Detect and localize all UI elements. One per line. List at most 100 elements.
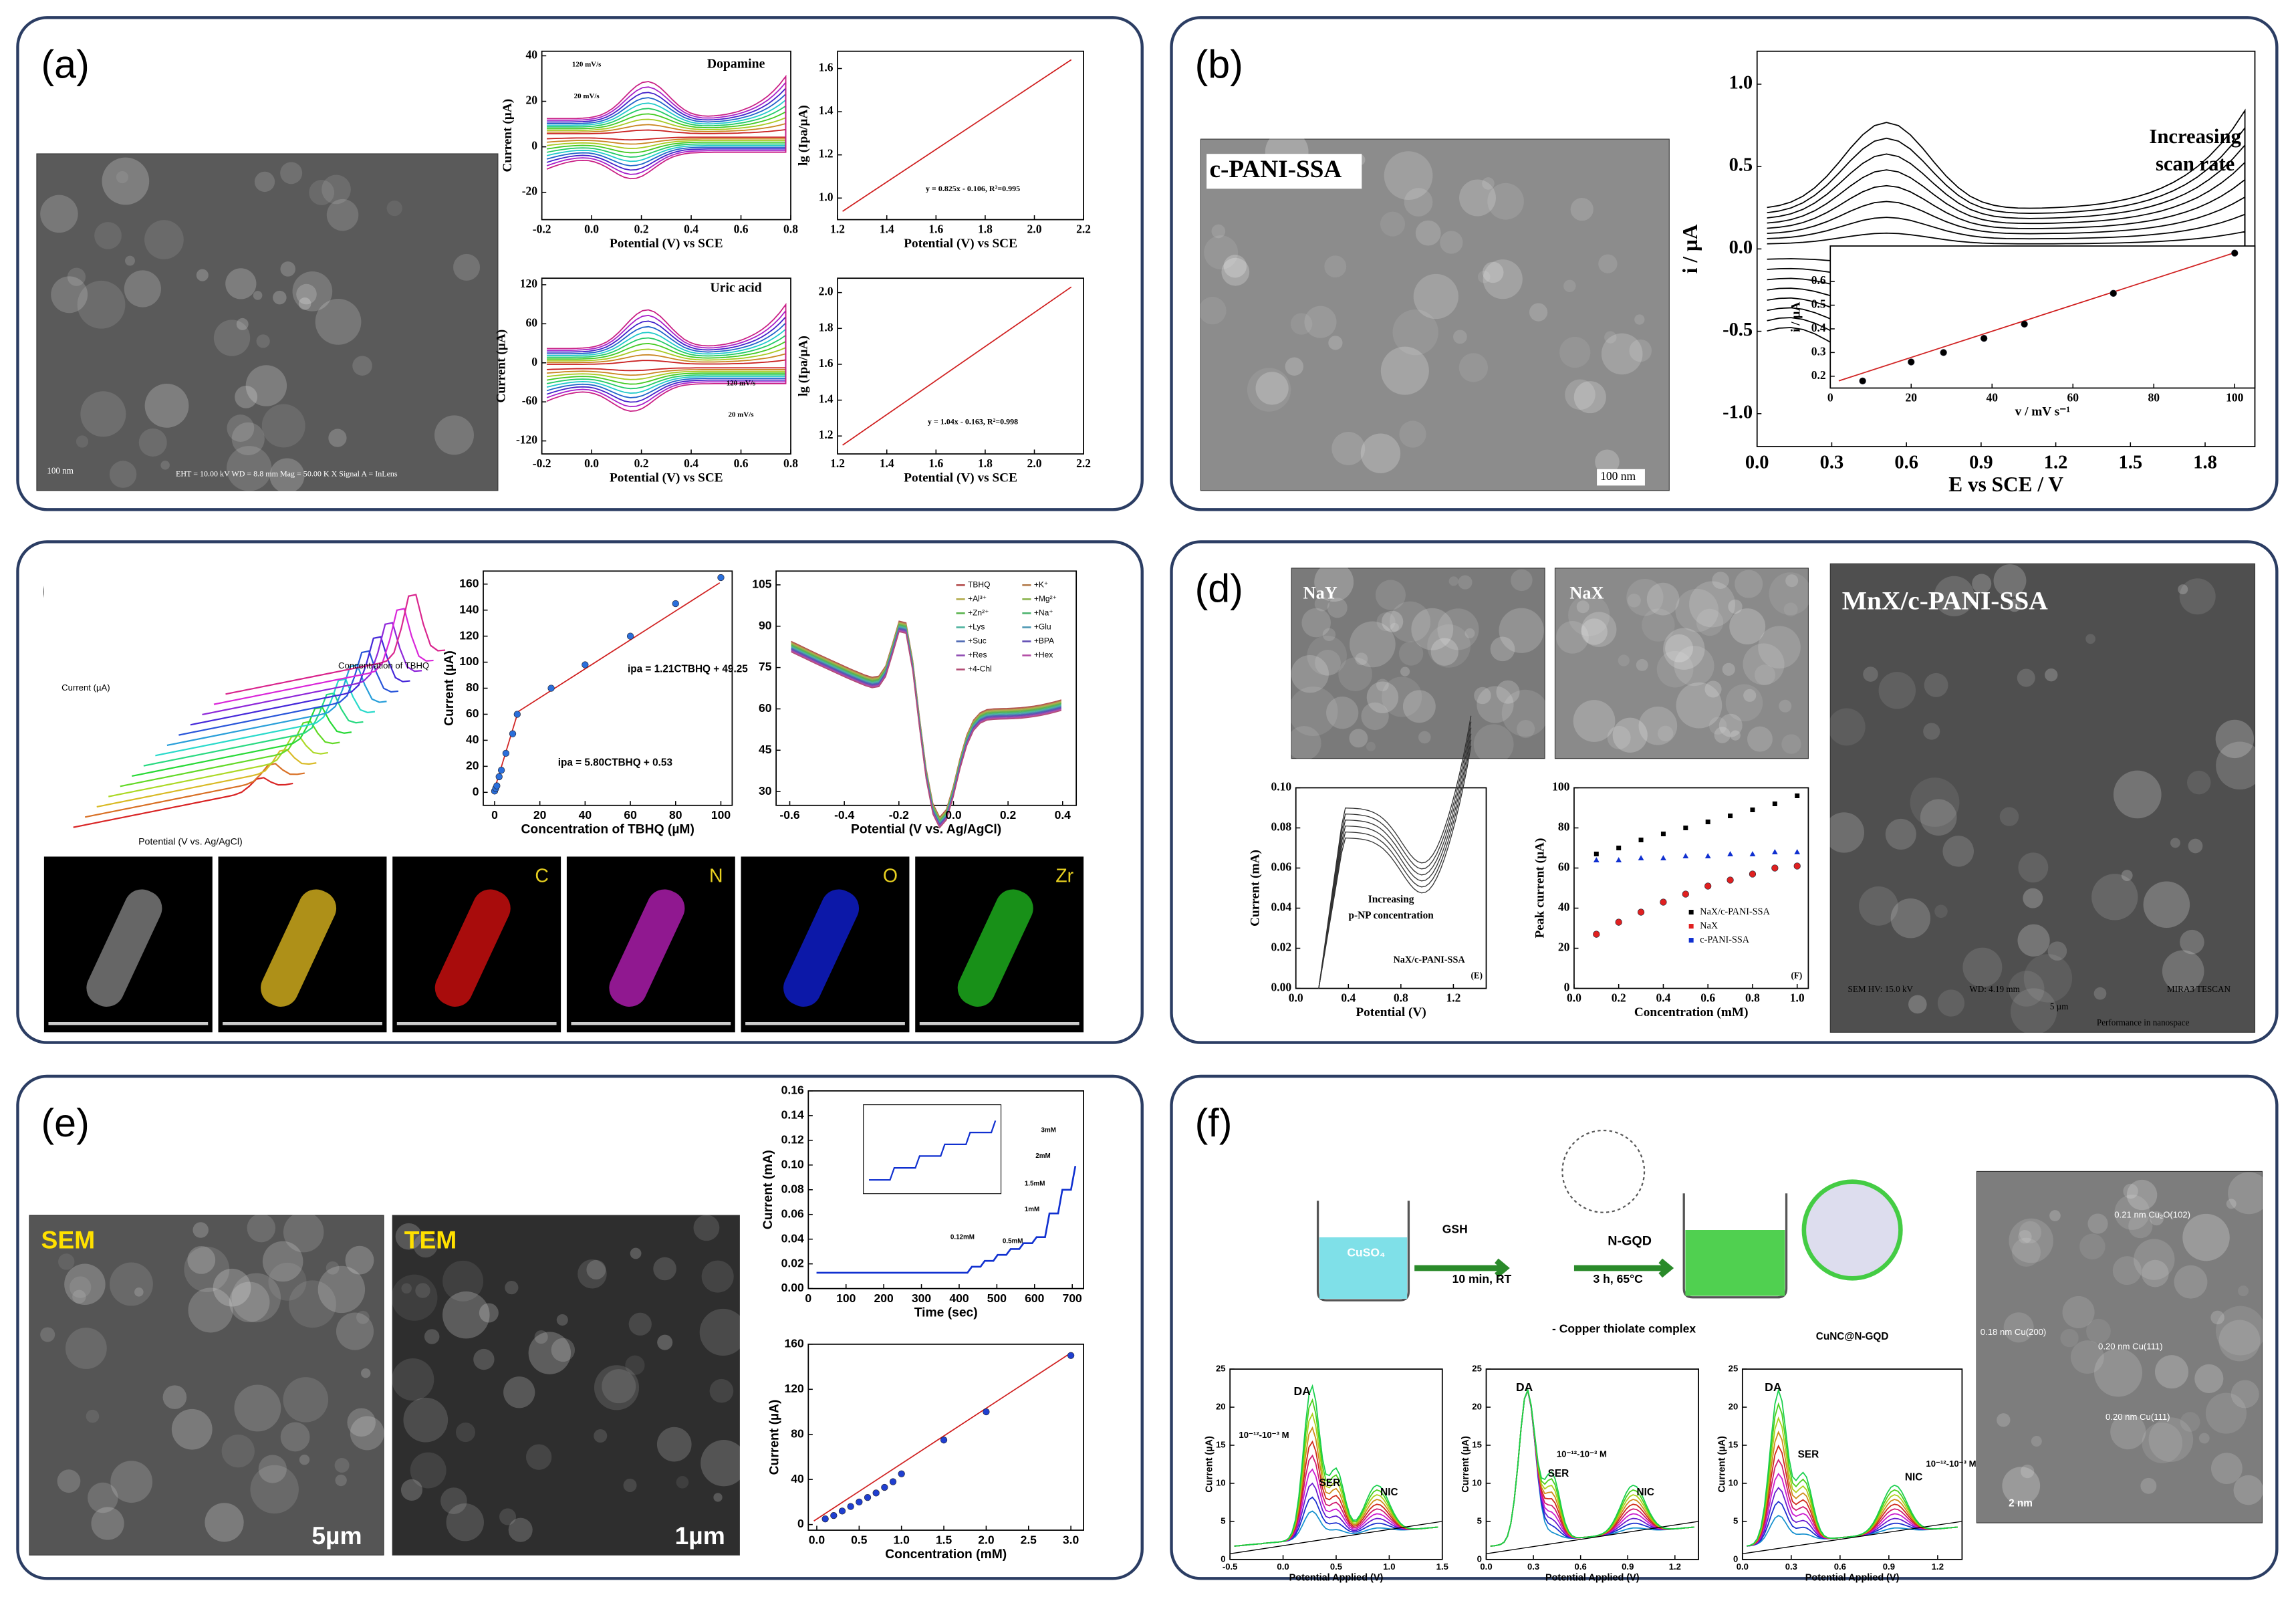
curve — [1318, 739, 1472, 989]
texture — [2010, 988, 2057, 1035]
curve — [1318, 715, 1472, 989]
curve — [143, 692, 364, 767]
curve — [155, 678, 376, 757]
point — [847, 1503, 854, 1510]
texture — [88, 1482, 118, 1513]
texture — [1223, 255, 1247, 278]
curve — [213, 608, 434, 705]
texture — [1350, 621, 1396, 668]
annotation: 20 mV/s — [729, 411, 754, 419]
x-tick-label: 700 — [1063, 1292, 1082, 1305]
texture — [1646, 582, 1680, 616]
texture — [700, 1440, 747, 1487]
x-tick-label: 1.8 — [2193, 452, 2217, 473]
legend-label: +Hex — [1034, 650, 1053, 660]
texture — [1355, 652, 1368, 666]
texture — [1338, 657, 1372, 691]
point — [1793, 862, 1801, 870]
curve — [546, 74, 787, 180]
x-axis-label: E vs SCE / V — [1948, 473, 2063, 496]
annotation: ipa = 5.80CTBHQ + 0.53 — [558, 757, 672, 769]
x-tick-label: 60 — [624, 808, 637, 822]
panel: (f) 2 nm 0.21 nm Cu₂O(102) 0.20 nm Cu(111) 0… — [1170, 1074, 2279, 1583]
texture — [2045, 668, 2058, 682]
y-axis-label: i / µA — [1789, 301, 1803, 332]
y-tick-label: 40 — [526, 47, 538, 61]
y-tick-label: 40 — [1558, 900, 1570, 914]
legend-label: +4-Chl — [968, 664, 992, 674]
y-tick-label: 10 — [1472, 1477, 1482, 1487]
x-tick-label: -0.2 — [889, 808, 909, 822]
x-tick-label: 0 — [805, 1292, 811, 1305]
texture — [2170, 838, 2180, 848]
texture — [1863, 666, 1878, 682]
texture — [1349, 729, 1368, 748]
y-tick-label: 25 — [1216, 1364, 1226, 1374]
texture — [693, 1215, 720, 1241]
texture — [594, 1365, 640, 1410]
schematic-label: 3 h, 65°C — [1593, 1272, 1644, 1285]
texture — [1324, 255, 1347, 278]
texture — [657, 1334, 673, 1350]
image-caption: Concentration of TBHQ — [338, 660, 429, 670]
x-tick-label: 0 — [1827, 390, 1833, 404]
point — [1638, 837, 1644, 843]
liquid — [1685, 1230, 1785, 1296]
texture — [2002, 1467, 2041, 1505]
texture — [446, 1503, 484, 1542]
y-tick-label: 20 — [466, 759, 479, 772]
point — [1683, 825, 1688, 830]
texture — [1859, 886, 1898, 926]
y-axis-label: Current (µA) — [1204, 1436, 1215, 1493]
texture — [2093, 1348, 2142, 1397]
x-tick-label: 0.6 — [1700, 991, 1715, 1004]
texture — [171, 1408, 213, 1450]
caption-bg — [1597, 469, 1645, 486]
y-tick-label: 0.3 — [1811, 344, 1826, 358]
texture — [1458, 575, 1473, 590]
y-tick-label: 0.04 — [1271, 900, 1292, 914]
texture — [1482, 177, 1495, 190]
texture — [699, 1308, 747, 1356]
point — [983, 1408, 990, 1416]
texture — [1823, 812, 1865, 853]
texture — [1400, 666, 1410, 676]
annotation: 20 mV/s — [574, 92, 600, 100]
texture — [400, 1479, 422, 1501]
texture — [256, 334, 270, 348]
x-tick-label: 0.5 — [851, 1533, 868, 1546]
texture — [280, 261, 296, 277]
texture — [391, 1274, 438, 1321]
texture — [2031, 1435, 2042, 1447]
texture — [134, 1287, 144, 1297]
x-tick-label: 1.0 — [1790, 991, 1805, 1004]
texture — [1440, 231, 1463, 254]
map-label: Zr — [1055, 866, 1073, 887]
point — [898, 1470, 905, 1477]
plot-frame — [1485, 1368, 1699, 1560]
schematic-label: GSH — [1442, 1223, 1468, 1236]
texture — [1285, 357, 1304, 376]
texture — [2178, 584, 2188, 595]
texture — [2003, 1312, 2034, 1343]
y-tick-label: 120 — [459, 628, 479, 642]
curve — [1234, 1384, 1438, 1547]
annotation: scan rate — [2156, 152, 2235, 175]
texture — [1962, 947, 2003, 987]
curve — [225, 594, 446, 695]
schematic-label: CuSO₄ — [1347, 1246, 1385, 1259]
y-axis-label: lg (Ipa/µA) — [797, 336, 811, 396]
texture — [1366, 681, 1399, 713]
texture — [1361, 702, 1389, 731]
annotation: NIC — [1637, 1487, 1654, 1498]
annotation: NIC — [1380, 1487, 1398, 1498]
y-tick-label: 1.6 — [819, 61, 834, 74]
y-tick-label: 5 — [1477, 1515, 1482, 1525]
texture — [1595, 449, 1620, 475]
texture — [1708, 717, 1727, 735]
texture — [1676, 682, 1723, 729]
x-tick-label: 1.5 — [1436, 1562, 1448, 1572]
texture — [2079, 1233, 2106, 1259]
point — [582, 661, 589, 668]
annotation: 10⁻¹²-10⁻³ M — [1926, 1459, 1976, 1469]
